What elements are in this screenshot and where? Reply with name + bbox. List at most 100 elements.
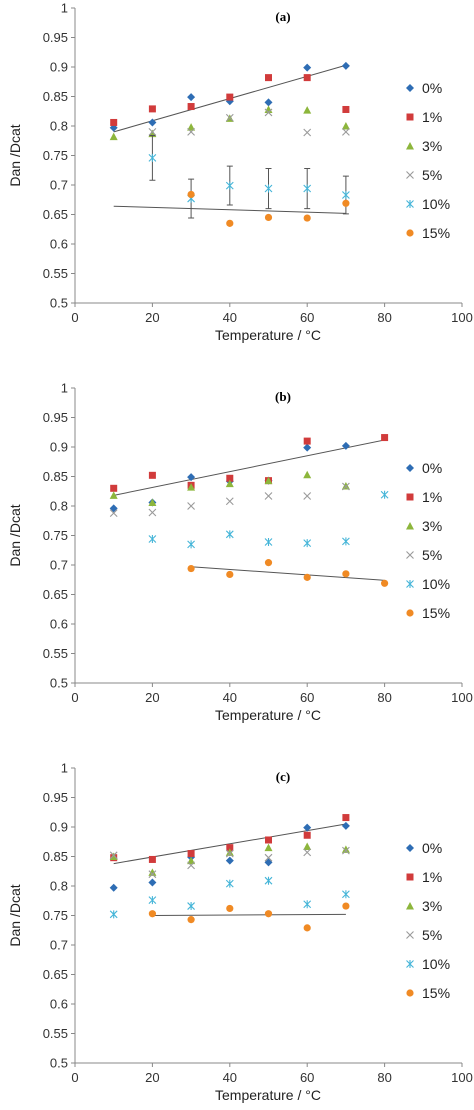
legend-label: 10% — [422, 576, 450, 592]
data-point — [225, 497, 234, 506]
legend-marker — [406, 989, 414, 997]
data-point — [341, 481, 350, 490]
legend-marker — [406, 551, 414, 559]
legend-label: 0% — [422, 80, 442, 96]
y-tick-label: 0.85 — [43, 89, 68, 104]
x-tick-label: 20 — [145, 690, 159, 705]
y-tick-label: 0.9 — [50, 820, 68, 835]
data-point — [303, 492, 312, 500]
data-point — [342, 199, 350, 207]
data-point — [226, 844, 234, 852]
trendline — [191, 566, 385, 581]
data-point — [225, 879, 234, 888]
y-tick-label: 0.85 — [43, 469, 68, 484]
y-tick-label: 1 — [61, 761, 68, 776]
trendline — [113, 205, 346, 214]
panel-label: (c) — [276, 769, 290, 784]
legend-marker — [406, 200, 414, 208]
legend-marker — [406, 960, 414, 968]
y-tick-label: 0.8 — [50, 119, 68, 134]
y-tick-label: 0.6 — [50, 997, 68, 1012]
legend-label: 3% — [422, 898, 442, 914]
data-point — [148, 118, 157, 127]
series-15pct — [148, 902, 350, 932]
x-tick-label: 20 — [145, 310, 159, 325]
y-axis-title: Dan /Dcat — [7, 504, 23, 566]
data-point — [109, 851, 118, 860]
data-point — [342, 128, 350, 136]
data-point — [303, 924, 311, 932]
data-point — [226, 474, 234, 482]
data-point — [341, 441, 350, 450]
data-point — [148, 498, 157, 506]
x-axis-title: Temperature / °C — [215, 707, 321, 723]
panel-label: (a) — [275, 9, 290, 24]
x-tick-label: 0 — [71, 1070, 78, 1085]
legend-marker — [406, 931, 414, 939]
data-point — [148, 153, 157, 162]
data-point — [303, 184, 312, 193]
data-point — [303, 74, 311, 82]
data-point — [148, 910, 156, 918]
legend-label: 10% — [422, 956, 450, 972]
data-point — [148, 535, 157, 544]
legend-marker — [406, 171, 414, 179]
legend: 0% 1% 3% 5% 10% 15% — [406, 460, 450, 621]
x-axis-title: Temperature / °C — [215, 327, 321, 343]
y-tick-label: 0.95 — [43, 410, 68, 425]
data-point — [342, 105, 350, 113]
y-tick-label: 0.5 — [50, 676, 68, 691]
series-3pct — [109, 470, 350, 506]
data-point — [264, 843, 273, 852]
x-tick-label: 60 — [300, 1070, 314, 1085]
data-point — [148, 471, 156, 479]
legend-marker — [406, 902, 414, 910]
data-point — [342, 846, 350, 855]
data-point — [303, 573, 311, 581]
legend-label: 3% — [422, 138, 442, 154]
y-tick-label: 0.5 — [50, 1056, 68, 1071]
y-tick-label: 0.8 — [50, 879, 68, 894]
data-point — [187, 190, 195, 199]
data-point — [341, 122, 350, 130]
data-point — [226, 219, 234, 227]
series-5pct — [109, 482, 350, 517]
data-point — [265, 74, 272, 82]
data-point — [187, 902, 195, 911]
data-point — [225, 181, 234, 190]
legend-marker — [406, 464, 414, 472]
data-point — [110, 484, 118, 492]
data-point — [225, 530, 234, 539]
data-point — [303, 128, 312, 137]
legend-marker — [406, 84, 414, 92]
data-point — [303, 842, 312, 850]
x-tick-label: 40 — [223, 310, 237, 325]
legend-label: 5% — [422, 167, 442, 183]
y-tick-label: 0.85 — [43, 849, 68, 864]
data-point — [303, 63, 312, 72]
legend: 0% 1% 3% 5% 10% 15% — [406, 80, 450, 241]
x-tick-label: 100 — [451, 690, 473, 705]
y-tick-label: 0.95 — [43, 30, 68, 45]
data-point — [264, 537, 273, 546]
x-tick-label: 80 — [377, 310, 391, 325]
x-tick-label: 60 — [300, 690, 314, 705]
data-point — [342, 482, 350, 491]
data-point — [225, 113, 234, 122]
data-point — [226, 904, 234, 913]
legend-label: 10% — [422, 196, 450, 212]
data-point — [148, 896, 157, 905]
data-point — [110, 118, 118, 126]
y-tick-label: 0.75 — [43, 528, 68, 543]
data-point — [148, 878, 157, 887]
data-point — [109, 883, 118, 892]
y-tick-label: 0.6 — [50, 237, 68, 252]
data-point — [148, 128, 157, 136]
data-point — [187, 540, 195, 549]
y-tick-label: 0.65 — [43, 967, 68, 982]
legend-label: 15% — [422, 225, 450, 241]
data-point — [342, 814, 350, 822]
series-10pct — [148, 490, 389, 549]
data-point — [342, 537, 350, 546]
